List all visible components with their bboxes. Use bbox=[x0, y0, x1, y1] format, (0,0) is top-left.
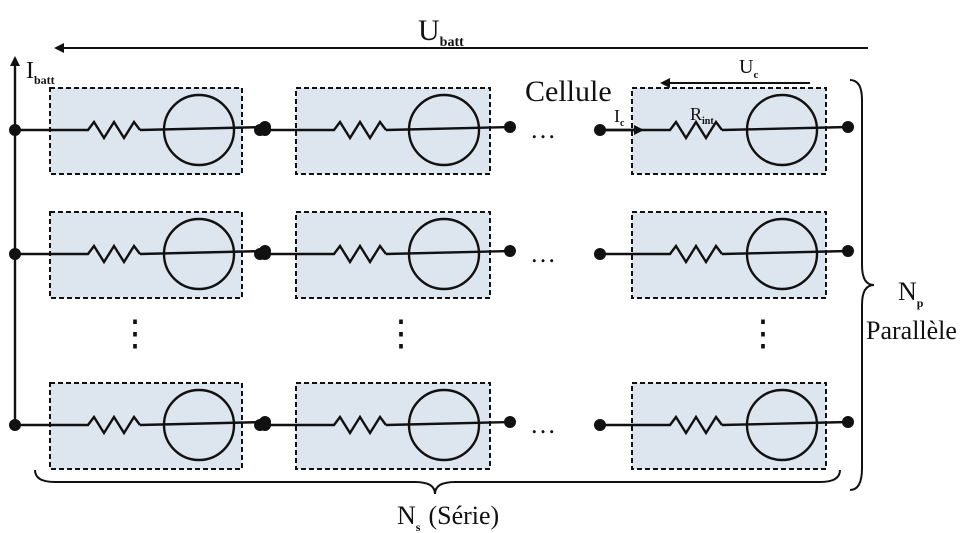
voltage-source bbox=[407, 388, 481, 462]
battery-cell bbox=[15, 87, 266, 175]
battery-cell bbox=[600, 382, 849, 470]
n-p-label: Np bbox=[898, 277, 924, 310]
resistor bbox=[600, 243, 723, 265]
resistor bbox=[600, 119, 723, 141]
junction-node bbox=[9, 248, 21, 260]
battery-cell bbox=[265, 211, 511, 299]
voltage-source bbox=[162, 388, 236, 462]
junction-node bbox=[259, 419, 271, 431]
voltage-source bbox=[407, 93, 481, 167]
u-c-label: Uc bbox=[739, 56, 758, 81]
resistor bbox=[15, 414, 141, 436]
n-s-label: Ns (Série) bbox=[397, 501, 499, 533]
parallel-brace bbox=[849, 79, 875, 491]
junction-node bbox=[842, 245, 854, 257]
series-brace bbox=[34, 469, 841, 495]
battery-cell bbox=[265, 87, 511, 175]
vertical-ellipsis-col-2: ⋮ bbox=[383, 313, 419, 353]
battery-cell bbox=[265, 382, 511, 470]
junction-node bbox=[504, 416, 516, 428]
ellipsis-row-1: … bbox=[530, 115, 556, 144]
battery-cell bbox=[15, 211, 266, 299]
ellipsis-row-2: … bbox=[530, 239, 556, 268]
cellule-label: Cellule bbox=[525, 75, 612, 108]
parallele-label: Parallèle bbox=[866, 316, 957, 345]
junction-node bbox=[504, 121, 516, 133]
battery-cell bbox=[15, 382, 266, 470]
vertical-ellipsis-col-3: ⋮ bbox=[745, 313, 781, 353]
resistor bbox=[265, 119, 387, 141]
junction-node bbox=[9, 124, 21, 136]
voltage-source bbox=[162, 93, 236, 167]
vertical-ellipsis-col-1: ⋮ bbox=[117, 313, 153, 353]
resistor bbox=[15, 243, 141, 265]
junction-node bbox=[259, 124, 271, 136]
resistor bbox=[265, 414, 387, 436]
junction-node bbox=[594, 419, 606, 431]
voltage-source bbox=[745, 217, 819, 291]
cell-grid bbox=[9, 87, 854, 470]
resistor bbox=[15, 119, 141, 141]
voltage-source bbox=[162, 217, 236, 291]
i-batt-label: Ibatt bbox=[26, 58, 55, 87]
junction-node bbox=[259, 248, 271, 260]
i-c-label: Ic bbox=[614, 106, 625, 129]
junction-node bbox=[842, 121, 854, 133]
resistor bbox=[265, 243, 387, 265]
voltage-source bbox=[745, 388, 819, 462]
resistor bbox=[600, 414, 723, 436]
ellipsis-row-4: … bbox=[530, 410, 556, 439]
r-int-label: Rint bbox=[690, 104, 714, 127]
u-batt-label: Ubatt bbox=[418, 14, 464, 50]
junction-node bbox=[9, 419, 21, 431]
junction-node bbox=[504, 245, 516, 257]
battery-cell bbox=[600, 211, 849, 299]
junction-node bbox=[842, 416, 854, 428]
voltage-source bbox=[407, 217, 481, 291]
junction-node bbox=[594, 248, 606, 260]
voltage-source bbox=[745, 93, 819, 167]
